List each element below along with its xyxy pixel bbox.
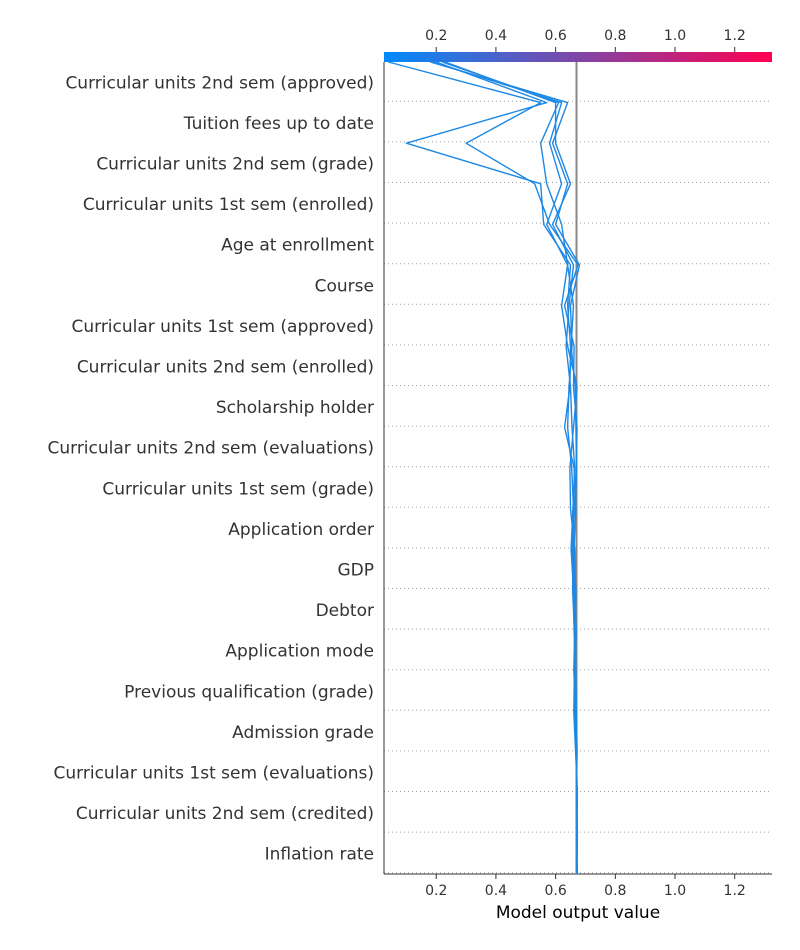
decision-path <box>388 61 579 875</box>
x-axis-label: Model output value <box>496 903 660 923</box>
x-tick-label: 1.2 <box>724 883 746 899</box>
decision-path <box>432 61 578 875</box>
feature-label: Curricular units 2nd sem (approved) <box>65 73 374 93</box>
feature-label: Application mode <box>225 642 374 662</box>
x-tick-label: 0.8 <box>604 883 626 899</box>
feature-label: Scholarship holder <box>216 398 374 418</box>
feature-label: Debtor <box>316 601 374 621</box>
decision-path <box>430 61 581 875</box>
feature-label: Curricular units 1st sem (grade) <box>102 479 374 499</box>
feature-label: Age at enrollment <box>221 236 374 256</box>
colorbar <box>384 52 772 62</box>
decision-path <box>405 61 578 874</box>
feature-label: Inflation rate <box>265 845 374 865</box>
feature-label: Curricular units 1st sem (enrolled) <box>83 195 374 215</box>
feature-label: Curricular units 1st sem (evaluations) <box>54 764 374 784</box>
colorbar-tick-label: 0.4 <box>485 28 507 44</box>
feature-label: Admission grade <box>232 723 374 743</box>
colorbar-tick-label: 0.6 <box>544 28 566 44</box>
feature-label: Curricular units 2nd sem (grade) <box>96 155 374 175</box>
decision-path <box>441 61 579 875</box>
colorbar-tick-label: 1.2 <box>724 28 746 44</box>
feature-label: Application order <box>228 520 374 540</box>
colorbar-tick-label: 0.2 <box>425 28 447 44</box>
feature-label: Course <box>315 276 374 296</box>
feature-label: Curricular units 2nd sem (evaluations) <box>47 439 374 459</box>
feature-label: Previous qualification (grade) <box>124 682 374 702</box>
x-tick-label: 0.2 <box>425 883 447 899</box>
feature-label: Curricular units 2nd sem (credited) <box>76 804 374 824</box>
x-tick-label: 1.0 <box>664 883 686 899</box>
feature-label: Curricular units 1st sem (approved) <box>71 317 374 337</box>
x-tick-label: 0.4 <box>485 883 507 899</box>
x-tick-label: 0.6 <box>544 883 566 899</box>
colorbar-tick-label: 0.8 <box>604 28 626 44</box>
decision-path <box>444 61 579 875</box>
feature-label: GDP <box>337 561 374 581</box>
feature-label: Curricular units 2nd sem (enrolled) <box>77 358 374 378</box>
colorbar-tick-label: 1.0 <box>664 28 686 44</box>
feature-label: Tuition fees up to date <box>183 114 374 134</box>
